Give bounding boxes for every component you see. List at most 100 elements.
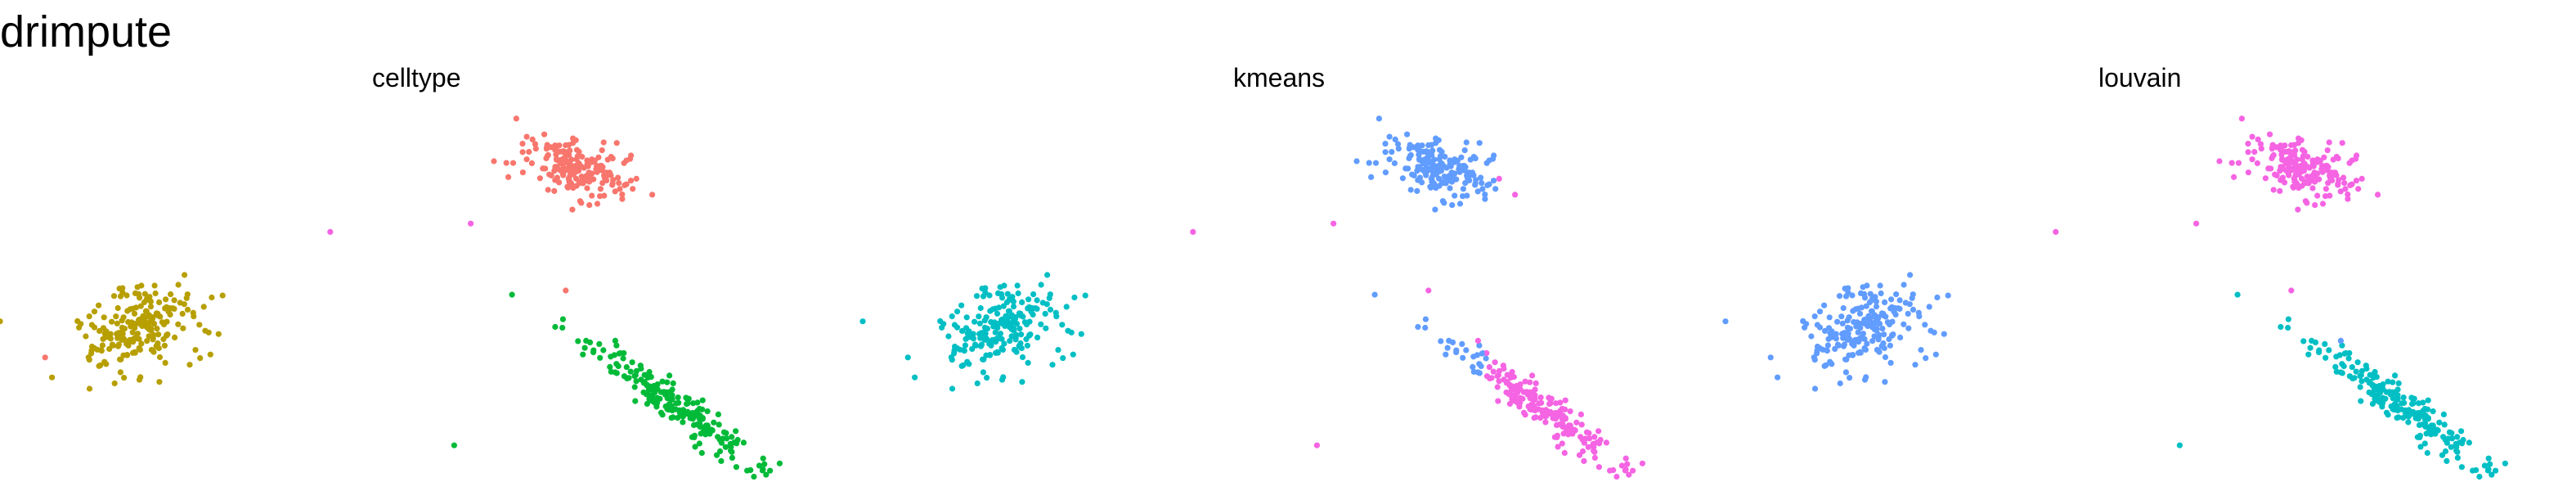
scatter-point <box>509 160 517 166</box>
scatter-point <box>1479 350 1485 357</box>
scatter-point <box>152 290 159 297</box>
scatter-point <box>1024 342 1030 349</box>
scatter-point <box>715 411 722 417</box>
scatter-point <box>86 385 93 392</box>
scatter-point <box>1055 347 1061 354</box>
scatter-point <box>595 154 602 160</box>
scatter-point <box>119 331 126 337</box>
scatter-outlier-point <box>2234 291 2241 298</box>
scatter-point <box>1537 415 1544 421</box>
scatter-point <box>573 146 581 153</box>
scatter-point <box>150 335 156 341</box>
scatter-point <box>596 340 603 347</box>
scatter-point <box>155 345 162 352</box>
scatter-point <box>1856 310 1864 317</box>
scatter-point <box>2327 192 2333 199</box>
scatter-point <box>101 314 107 321</box>
scatter-point <box>644 374 652 381</box>
scatter-point <box>597 354 604 361</box>
scatter-point <box>999 345 1005 351</box>
scatter-point <box>632 372 639 378</box>
scatter-point <box>196 322 203 328</box>
scatter-point <box>982 331 989 337</box>
scatter-point <box>698 449 705 457</box>
scatter-point <box>1875 335 1882 341</box>
scatter-point <box>1429 177 1435 183</box>
scatter-point <box>1441 173 1447 180</box>
scatter-point <box>136 295 143 301</box>
scatter-point <box>552 323 559 331</box>
scatter-point <box>2412 410 2419 417</box>
scatter-point <box>491 158 497 164</box>
scatter-point <box>526 149 532 155</box>
scatter-point <box>566 177 572 183</box>
scatter-point <box>1382 141 1389 147</box>
scatter-point <box>1472 182 1479 188</box>
scatter-point <box>1858 335 1865 341</box>
scatter-point <box>1842 293 1850 300</box>
scatter-point <box>611 352 617 358</box>
scatter-point <box>984 375 990 381</box>
scatter-point <box>993 349 999 356</box>
scatter-point <box>1875 347 1882 354</box>
scatter-point <box>74 318 81 324</box>
scatter-point <box>1722 318 1729 325</box>
points-layer <box>0 115 2508 480</box>
scatter-point <box>1560 430 1567 437</box>
scatter-point <box>972 341 978 348</box>
scatter-point <box>1857 290 1865 296</box>
scatter-point <box>1881 331 1887 338</box>
scatter-point <box>613 342 620 349</box>
scatter-point <box>138 282 145 289</box>
scatter-point <box>175 321 182 327</box>
scatter-point <box>156 299 163 305</box>
scatter-point <box>553 151 559 158</box>
scatter-point <box>1453 349 1460 356</box>
scatter-point <box>1016 326 1023 332</box>
scatter-point <box>1372 160 1380 166</box>
scatter-point <box>1869 324 1876 331</box>
scatter-point <box>570 185 577 191</box>
scatter-point <box>949 385 956 392</box>
scatter-point <box>137 374 144 381</box>
scatter-point <box>992 329 999 336</box>
scatter-point <box>548 144 554 151</box>
scatter-point <box>568 166 575 173</box>
scatter-point <box>1811 357 1818 363</box>
scatter-point <box>2255 136 2261 142</box>
scatter-point <box>1870 296 1877 303</box>
scatter-point <box>1590 442 1596 449</box>
scatter-point <box>143 324 150 331</box>
scatter-point <box>578 173 585 180</box>
scatter-point <box>1836 293 1843 300</box>
scatter-point <box>734 436 741 444</box>
scatter-point <box>1476 140 1483 146</box>
scatter-point <box>1406 155 1412 161</box>
scatter-point <box>1458 154 1465 160</box>
scatter-point <box>1566 425 1573 432</box>
scatter-point <box>1816 324 1824 331</box>
scatter-point <box>1470 363 1476 370</box>
scatter-point <box>1630 467 1636 474</box>
scatter-point <box>2291 149 2297 155</box>
scatter-point <box>1591 454 1598 462</box>
scatter-point <box>2287 154 2294 160</box>
scatter-point <box>1500 363 1506 369</box>
scatter-point <box>2288 142 2295 149</box>
scatter-point <box>1376 115 1382 122</box>
scatter-point <box>580 351 586 358</box>
scatter-point <box>1567 408 1573 415</box>
scatter-point <box>1456 200 1464 207</box>
scatter-point <box>1878 290 1884 297</box>
scatter-point <box>2309 185 2316 191</box>
scatter-point <box>1012 335 1019 341</box>
scatter-point <box>164 331 170 339</box>
scatter-point <box>859 318 866 325</box>
scatter-point <box>2304 173 2310 180</box>
scatter-point <box>638 376 644 383</box>
scatter-point <box>599 147 605 154</box>
scatter-point <box>1841 341 1847 348</box>
scatter-point <box>1415 177 1421 183</box>
scatter-point <box>2345 196 2351 202</box>
scatter-point <box>937 318 944 324</box>
